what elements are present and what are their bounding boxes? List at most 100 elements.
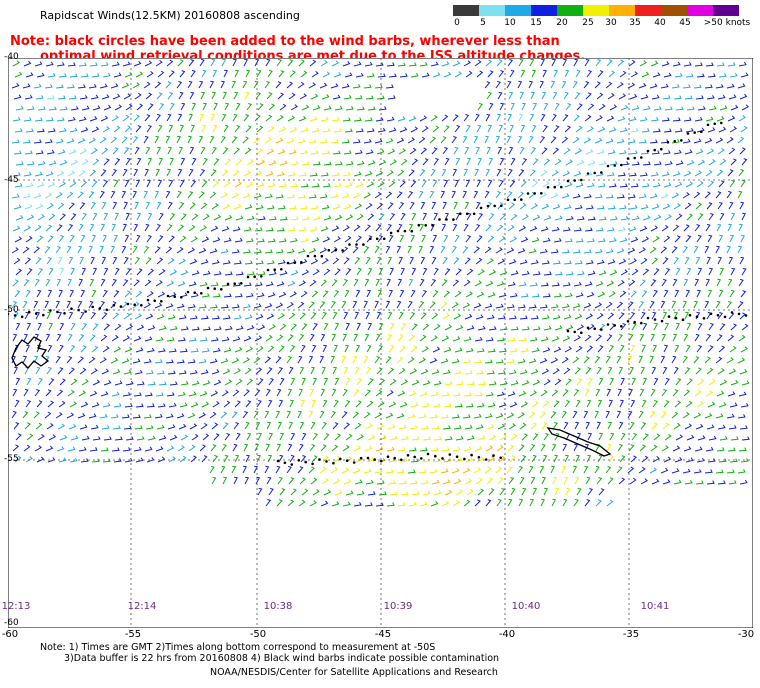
contamination-dot — [406, 454, 410, 457]
wind-barb — [598, 432, 604, 441]
wind-barb — [11, 82, 20, 89]
wind-barb — [233, 91, 239, 100]
wind-barb — [243, 282, 252, 287]
wind-barb — [462, 359, 471, 364]
wind-barb — [496, 224, 504, 232]
wind-barb — [388, 73, 397, 78]
wind-barb — [462, 190, 467, 199]
wind-barb — [473, 413, 482, 419]
wind-barb — [321, 257, 329, 265]
wind-barb — [575, 69, 581, 78]
wind-barb — [256, 292, 265, 298]
wind-barb — [66, 300, 71, 309]
wind-barb — [672, 61, 681, 67]
wind-barb — [134, 201, 139, 210]
wind-barb — [13, 150, 22, 155]
wind-barb — [529, 498, 534, 507]
wind-barb — [506, 359, 515, 364]
wind-barb — [521, 102, 526, 111]
wind-barb — [386, 278, 391, 287]
wind-barb — [36, 400, 43, 408]
wind-barb — [407, 300, 413, 309]
wind-barb — [179, 402, 188, 408]
wind-barb — [212, 237, 221, 243]
wind-barb — [738, 278, 744, 287]
wind-barb — [133, 279, 140, 287]
wind-barb — [576, 324, 585, 331]
wind-barb — [144, 392, 153, 397]
wind-barb — [442, 201, 447, 210]
wind-barb — [235, 378, 243, 386]
wind-barb — [433, 490, 442, 496]
wind-barb — [147, 212, 153, 221]
wind-barb — [264, 302, 273, 309]
wind-barb — [737, 469, 746, 474]
wind-barb — [35, 311, 41, 320]
wind-barb — [332, 204, 341, 210]
wind-barb — [453, 370, 462, 375]
wind-barb — [264, 465, 270, 474]
wind-barb — [617, 280, 625, 287]
wind-barb — [685, 344, 691, 353]
wind-barb — [728, 425, 737, 430]
wind-barb — [694, 116, 703, 122]
wind-barb — [529, 169, 536, 177]
wind-barb — [385, 84, 394, 89]
wind-barb — [477, 213, 484, 221]
wind-barb — [530, 147, 537, 155]
wind-barb — [210, 225, 219, 232]
wind-barb — [276, 443, 282, 452]
wind-barb — [254, 281, 263, 287]
wind-barb — [572, 249, 581, 254]
wind-barb — [158, 157, 163, 166]
wind-barb — [287, 388, 293, 397]
wind-barb — [356, 490, 365, 496]
wind-barb — [463, 446, 472, 452]
wind-barb — [344, 235, 352, 243]
wind-barb — [550, 304, 559, 309]
wind-barb — [608, 70, 616, 78]
wind-barb — [110, 190, 116, 199]
wind-barb — [477, 488, 485, 496]
wind-barb — [507, 391, 516, 397]
wind-barb — [209, 304, 218, 309]
wind-barb — [576, 270, 585, 276]
wind-barb — [477, 157, 482, 166]
wind-barb — [695, 423, 704, 430]
wind-barb — [386, 116, 395, 122]
wind-barb — [169, 381, 178, 386]
wind-barb — [331, 444, 339, 452]
wind-barb — [255, 367, 263, 375]
wind-barb — [453, 425, 462, 430]
wind-barb — [607, 477, 614, 485]
wind-barb — [341, 411, 348, 419]
wind-barb — [321, 366, 326, 375]
wind-barb — [187, 412, 196, 419]
wind-barb — [48, 378, 55, 386]
wind-barb — [650, 117, 659, 122]
wind-barb — [628, 172, 637, 177]
contamination-dot — [186, 290, 190, 294]
wind-barb — [100, 169, 107, 177]
contamination-dot — [332, 461, 335, 465]
wind-barb — [124, 234, 130, 243]
wind-barb — [541, 147, 548, 155]
wind-barb — [99, 245, 104, 254]
wind-barb — [268, 324, 276, 331]
wind-barb — [553, 238, 562, 243]
wind-barb — [374, 245, 380, 254]
wind-barb — [46, 366, 52, 375]
wind-barb — [297, 466, 304, 474]
wind-barb — [89, 169, 97, 177]
wind-barb — [320, 444, 327, 452]
wind-barb — [597, 126, 606, 133]
wind-barb — [354, 149, 363, 155]
wind-barb — [309, 59, 317, 67]
contamination-dot — [206, 286, 210, 290]
wind-barb — [653, 377, 659, 386]
wind-barb — [532, 158, 539, 166]
wind-barb — [345, 377, 351, 386]
wind-barb — [330, 300, 336, 309]
wind-barb — [629, 93, 638, 100]
wind-barb — [264, 410, 270, 419]
